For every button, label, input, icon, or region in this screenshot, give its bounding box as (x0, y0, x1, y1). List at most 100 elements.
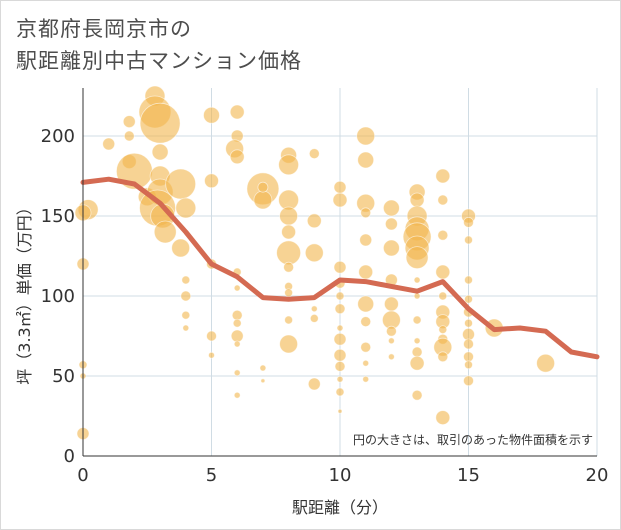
data-point (409, 355, 425, 371)
data-point (411, 346, 423, 358)
y-axis-title: 坪（3.3㎡）単価（万円） (15, 199, 34, 384)
data-point (283, 261, 295, 273)
data-point (387, 337, 395, 345)
x-tick-label: 0 (77, 465, 88, 486)
data-point (334, 360, 346, 372)
data-point (437, 194, 449, 206)
data-point (412, 315, 422, 325)
data-point (233, 284, 241, 292)
data-point (334, 303, 346, 315)
data-point (463, 216, 474, 228)
data-point (413, 276, 421, 284)
data-point (233, 340, 241, 348)
data-point (204, 173, 219, 189)
y-tick-label: 0 (64, 446, 75, 467)
data-point (411, 389, 423, 401)
data-point (362, 375, 370, 383)
data-point (464, 294, 473, 304)
data-point (463, 338, 474, 350)
data-point (357, 151, 375, 169)
x-tick-label: 5 (206, 465, 217, 486)
data-point (382, 199, 400, 217)
data-point (464, 275, 473, 285)
x-tick-label: 10 (329, 465, 352, 486)
data-point (335, 291, 345, 301)
data-point (335, 387, 345, 397)
data-point (437, 229, 449, 241)
data-point (333, 332, 347, 346)
data-point (281, 224, 297, 240)
data-point (464, 235, 473, 245)
data-point (151, 143, 169, 161)
data-point (203, 106, 220, 124)
data-point (276, 240, 302, 266)
data-point (231, 309, 243, 321)
data-point (464, 360, 473, 370)
data-point (413, 337, 421, 345)
chart-title-line2: 駅距離別中古マンション価格 (16, 49, 302, 73)
data-point (435, 168, 451, 184)
data-point (536, 353, 555, 373)
data-point (333, 180, 347, 194)
data-point (360, 316, 372, 328)
data-point (357, 295, 375, 313)
data-point (358, 264, 374, 280)
data-point (387, 353, 395, 361)
data-point (333, 348, 347, 362)
data-point (359, 233, 373, 247)
x-tick-label: 20 (586, 465, 609, 486)
data-point (181, 310, 191, 320)
data-point (438, 291, 448, 301)
data-point (306, 213, 322, 229)
data-point (180, 290, 192, 302)
data-point (175, 197, 197, 219)
data-point (233, 369, 241, 377)
data-point (182, 324, 190, 332)
data-point (438, 325, 448, 335)
data-point (309, 313, 319, 323)
data-point (278, 154, 300, 176)
y-tick-label: 150 (41, 206, 75, 227)
data-point (332, 192, 348, 208)
data-point (413, 292, 421, 300)
data-point (362, 359, 370, 367)
size-annotation: 円の大きさは、取引のあった物件面積を示す (353, 432, 593, 447)
data-point (229, 149, 245, 165)
x-axis-title: 駅距離（分） (292, 498, 388, 517)
data-point (171, 238, 191, 258)
data-point (230, 329, 244, 343)
data-point (208, 351, 215, 359)
data-point (383, 296, 399, 312)
data-point (310, 305, 318, 313)
data-point (279, 334, 299, 354)
data-point (253, 190, 273, 210)
data-point (260, 378, 266, 384)
data-point (181, 275, 191, 285)
data-point (259, 364, 267, 372)
data-point (206, 330, 217, 342)
data-point (409, 192, 425, 208)
data-point (232, 318, 242, 328)
data-point (464, 318, 473, 328)
x-tick-label: 15 (457, 465, 480, 486)
data-point (165, 168, 197, 200)
data-point (385, 325, 397, 337)
y-tick-label: 200 (41, 126, 75, 147)
data-point (304, 243, 324, 263)
data-point (337, 408, 343, 414)
data-point (360, 207, 372, 219)
data-point (284, 315, 294, 325)
data-point (307, 377, 321, 391)
data-point (139, 102, 181, 144)
data-point (308, 148, 320, 160)
data-point (336, 324, 344, 332)
data-point (437, 351, 449, 363)
data-point (333, 260, 347, 274)
data-point (435, 264, 451, 280)
data-point (384, 217, 398, 231)
data-point (463, 351, 474, 363)
average-price-line (80, 176, 600, 360)
data-point (360, 341, 372, 353)
data-point (356, 126, 376, 146)
data-point (102, 137, 116, 151)
